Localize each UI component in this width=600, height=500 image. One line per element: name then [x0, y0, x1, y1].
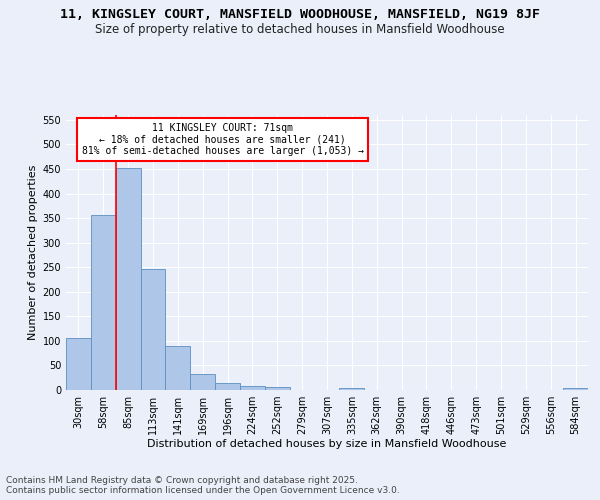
- Y-axis label: Number of detached properties: Number of detached properties: [28, 165, 38, 340]
- Text: Size of property relative to detached houses in Mansfield Woodhouse: Size of property relative to detached ho…: [95, 22, 505, 36]
- Text: 11 KINGSLEY COURT: 71sqm
← 18% of detached houses are smaller (241)
81% of semi-: 11 KINGSLEY COURT: 71sqm ← 18% of detach…: [82, 123, 364, 156]
- Bar: [340, 388, 364, 390]
- Text: Contains HM Land Registry data © Crown copyright and database right 2025.
Contai: Contains HM Land Registry data © Crown c…: [6, 476, 400, 495]
- Bar: [166, 346, 190, 390]
- Bar: [265, 387, 290, 390]
- Bar: [140, 269, 166, 390]
- Bar: [116, 168, 140, 390]
- Bar: [240, 386, 265, 390]
- Text: 11, KINGSLEY COURT, MANSFIELD WOODHOUSE, MANSFIELD, NG19 8JF: 11, KINGSLEY COURT, MANSFIELD WOODHOUSE,…: [60, 8, 540, 20]
- Bar: [190, 374, 215, 390]
- Bar: [66, 338, 91, 390]
- Bar: [563, 388, 588, 390]
- Bar: [91, 214, 116, 390]
- Bar: [215, 383, 240, 390]
- X-axis label: Distribution of detached houses by size in Mansfield Woodhouse: Distribution of detached houses by size …: [148, 438, 506, 448]
